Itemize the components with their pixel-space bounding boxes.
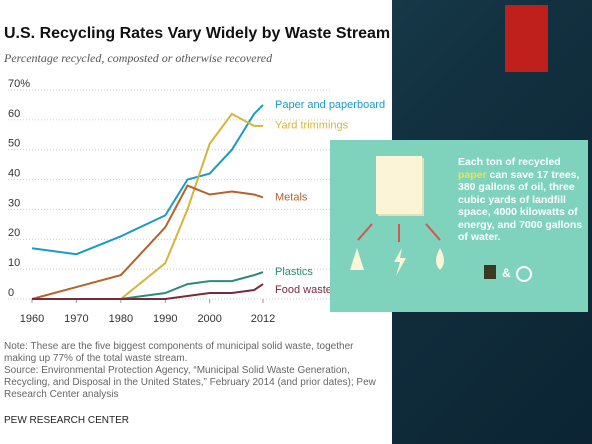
y-tick-label: 0 bbox=[8, 287, 14, 299]
line bbox=[32, 105, 263, 254]
series-label: Metals bbox=[275, 191, 308, 203]
credit: PEW RESEARCH CENTER bbox=[4, 415, 129, 426]
x-tick-label: 2000 bbox=[197, 313, 221, 325]
source: Source: Environmental Protection Agency,… bbox=[4, 365, 384, 401]
chart-subtitle: Percentage recycled, composted or otherw… bbox=[3, 51, 273, 65]
line bbox=[32, 284, 263, 299]
y-tick-label: 30 bbox=[8, 197, 20, 209]
highlight: paper bbox=[458, 169, 487, 181]
chart-title: U.S. Recycling Rates Vary Widely by Wast… bbox=[4, 25, 390, 42]
series-label: Food waste bbox=[275, 284, 332, 296]
logo bbox=[516, 266, 532, 282]
x-tick-label: 2012 bbox=[251, 313, 275, 325]
series-label: Paper and paperboard bbox=[275, 99, 385, 111]
x-tick-label: 1970 bbox=[64, 313, 88, 325]
accent-box bbox=[505, 5, 548, 72]
connector: & bbox=[502, 266, 511, 280]
y-tick-label: 20 bbox=[8, 227, 20, 239]
y-tick-label: 60 bbox=[8, 108, 20, 120]
logo bbox=[484, 265, 496, 279]
text: Each ton of recycled bbox=[458, 156, 561, 168]
series-label: Plastics bbox=[275, 266, 313, 278]
slide: {"chart_data": {"type": "line", "title":… bbox=[0, 0, 592, 444]
x-tick-label: 1980 bbox=[109, 313, 133, 325]
note: Note: These are the five biggest compone… bbox=[4, 341, 384, 365]
y-tick-label: 70% bbox=[8, 78, 30, 90]
infographic-text: Each ton of recycled paper can save 17 t… bbox=[458, 156, 586, 244]
x-tick-label: 1990 bbox=[153, 313, 177, 325]
notes: Note: These are the five biggest compone… bbox=[4, 341, 384, 401]
x-tick-label: 1960 bbox=[20, 313, 44, 325]
series-label: Yard trimmings bbox=[275, 120, 349, 132]
line bbox=[32, 114, 263, 299]
y-tick-label: 50 bbox=[8, 138, 20, 150]
infographic: Each ton of recycled paper can save 17 t… bbox=[330, 140, 588, 312]
y-tick-label: 10 bbox=[8, 257, 20, 269]
y-tick-label: 40 bbox=[8, 167, 20, 179]
line bbox=[32, 272, 263, 299]
icons bbox=[330, 140, 460, 312]
